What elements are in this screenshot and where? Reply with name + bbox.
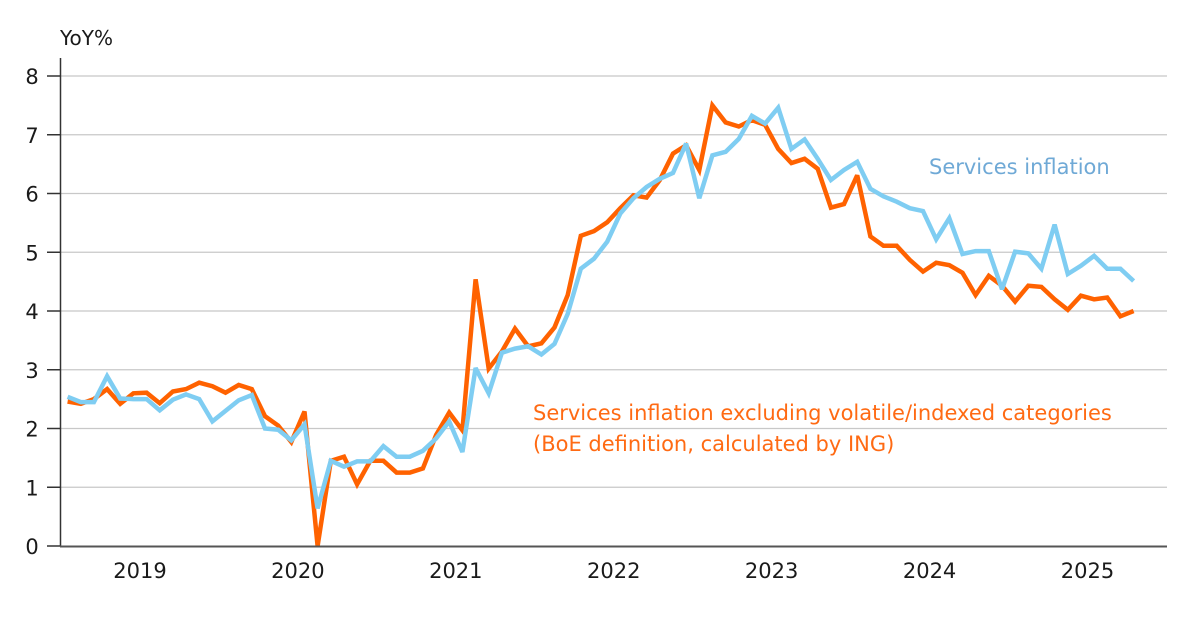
y-tick-label: 1 <box>25 476 38 500</box>
services-ex-volatile-line <box>67 100 1135 547</box>
services-ex-volatile-label-line2: (BoE definition, calculated by ING) <box>533 432 894 456</box>
y-tick-label: 3 <box>25 359 38 383</box>
x-tick-label: 2021 <box>429 559 482 583</box>
y-tick-label: 5 <box>25 241 38 265</box>
y-tick-label: 7 <box>25 124 38 148</box>
x-tick-label: 2023 <box>745 559 798 583</box>
gridlines <box>60 75 1167 488</box>
series-lines <box>66 100 1136 547</box>
x-axis-ticks: 2019 2020 2021 2022 2023 2024 2025 <box>113 559 1114 583</box>
y-tick-label: 6 <box>25 183 38 207</box>
y-tick-label: 4 <box>25 300 38 324</box>
y-axis-ticks: 0 1 2 3 4 5 6 7 8 <box>25 65 60 559</box>
x-tick-label: 2024 <box>903 559 956 583</box>
y-tick-label: 8 <box>25 65 38 89</box>
services-inflation-label: Services inflation <box>929 155 1110 179</box>
y-axis-unit-label: YoY% <box>59 26 113 50</box>
y-tick-label: 0 <box>25 535 38 559</box>
services-ex-volatile-label-line1: Services inflation excluding volatile/in… <box>533 401 1112 425</box>
x-tick-label: 2025 <box>1061 559 1114 583</box>
x-tick-label: 2019 <box>113 559 166 583</box>
x-tick-label: 2020 <box>271 559 324 583</box>
y-tick-label: 2 <box>25 418 38 442</box>
services-inflation-line <box>66 103 1136 510</box>
x-tick-label: 2022 <box>587 559 640 583</box>
